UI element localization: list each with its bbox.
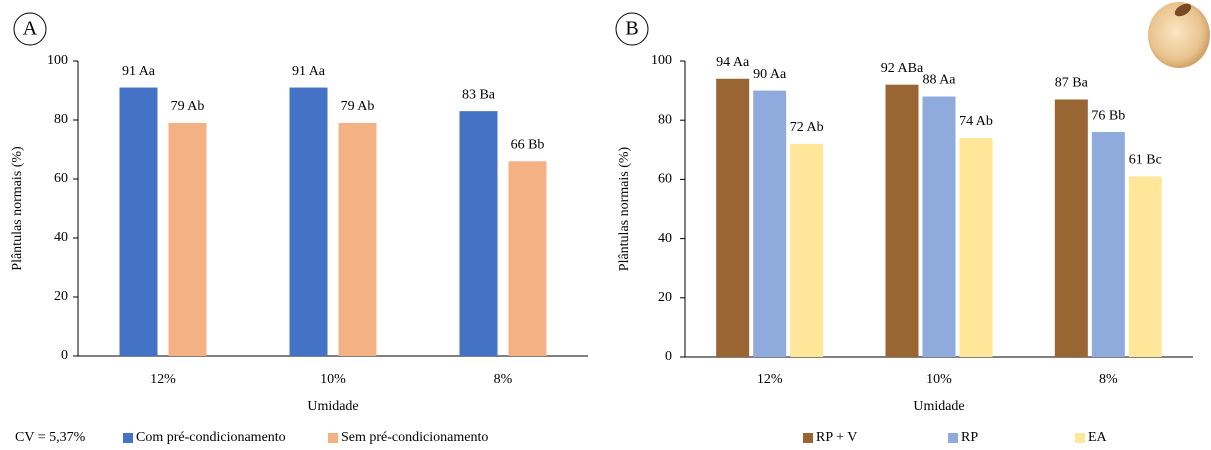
y-axis-title: Plântulas normais (%) [10,146,25,271]
bar [508,161,547,356]
bar [716,78,750,357]
bar [1091,132,1125,357]
bar [1128,176,1162,357]
panel-label: A [23,18,38,40]
value-label: 90 Aa [753,67,787,82]
y-tick-label: 80 [658,112,672,127]
bar [338,122,377,356]
legend-swatch [1075,433,1085,443]
bar [885,84,919,358]
legend-swatch [803,433,813,443]
legend-swatch [948,433,958,443]
x-axis-title: Umidade [913,399,964,414]
x-tick-label: 10% [926,372,952,387]
y-tick-label: 80 [54,112,68,127]
y-tick-label: 0 [61,348,68,363]
panel-label-circle [13,12,47,46]
legend-swatch [123,433,133,443]
bar [959,137,993,357]
y-tick-label: 20 [54,289,68,304]
panel-label-circle [615,12,649,46]
soybean-image [1148,2,1210,68]
value-label: 79 Ab [341,99,375,114]
bar [119,87,158,357]
x-tick-label: 8% [1099,372,1118,387]
value-label: 66 Bb [511,138,545,153]
bar [753,90,787,357]
bar [922,96,956,358]
value-label: 61 Bc [1129,153,1162,168]
legend-label: EA [1088,430,1108,445]
bar [790,143,824,357]
y-axis-title: Plântulas normais (%) [617,146,632,271]
y-tick-label: 20 [658,290,672,305]
value-label: 83 Ba [462,87,496,102]
x-tick-label: 8% [494,372,513,387]
legend-label: Com pré-condicionamento [136,430,286,445]
legend-label: RP [961,430,978,445]
value-label: 92 ABa [881,61,924,76]
x-tick-label: 10% [320,372,346,387]
value-label: 79 Ab [171,99,205,114]
bar [168,122,207,356]
legend-note: CV = 5,37% [15,430,86,445]
bar [289,87,328,357]
value-label: 88 Aa [922,73,956,88]
value-label: 87 Ba [1055,76,1089,91]
legend-label: RP + V [816,430,857,445]
value-label: 91 Aa [292,64,326,79]
value-label: 94 Aa [716,55,750,70]
y-tick-label: 40 [658,231,672,246]
y-tick-label: 0 [665,349,672,364]
bar [1054,99,1088,357]
value-label: 74 Ab [959,114,993,129]
x-tick-label: 12% [757,372,783,387]
value-label: 76 Bb [1091,108,1125,123]
bar [459,111,498,357]
value-label: 72 Ab [790,120,824,135]
y-tick-label: 60 [658,172,672,187]
y-tick-label: 100 [651,53,672,68]
panel-label: B [625,18,638,40]
legend-swatch [328,433,338,443]
y-tick-label: 100 [47,53,68,68]
x-axis-title: Umidade [307,399,358,414]
y-tick-label: 40 [54,230,68,245]
y-tick-label: 60 [54,171,68,186]
value-label: 91 Aa [122,64,156,79]
x-tick-label: 12% [150,372,176,387]
legend-label: Sem pré-condicionamento [341,430,488,445]
